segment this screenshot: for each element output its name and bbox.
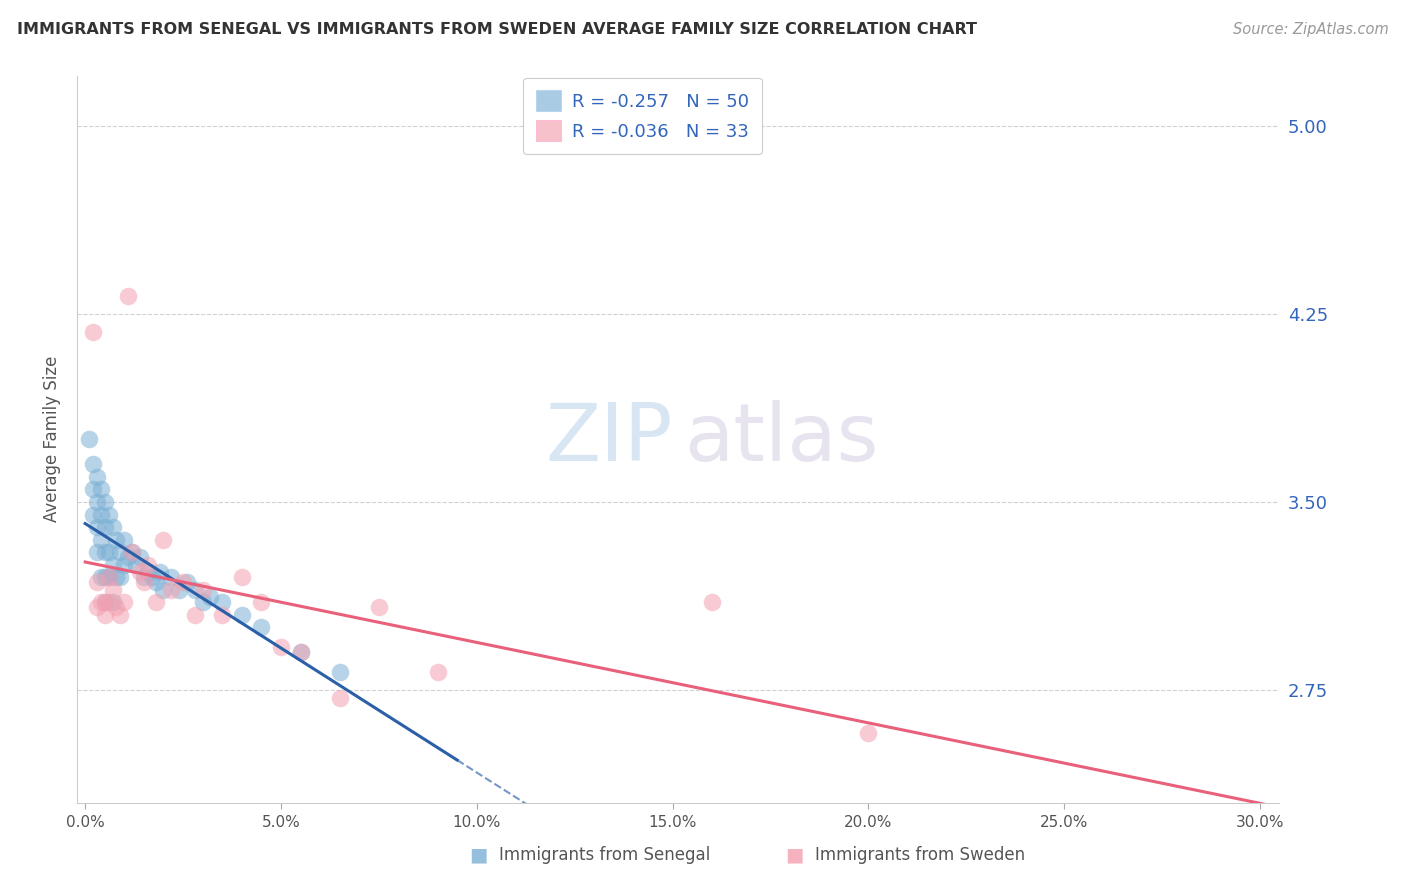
Point <box>97 570 120 584</box>
Point <box>110 545 132 559</box>
Point <box>136 558 159 572</box>
Point <box>97 570 120 584</box>
Point <box>290 645 312 659</box>
Point <box>112 558 135 572</box>
Point <box>105 570 128 584</box>
Point <box>160 570 183 584</box>
Point <box>136 565 159 579</box>
Point <box>270 640 292 655</box>
Point <box>86 600 108 615</box>
Point <box>90 508 112 522</box>
Point <box>148 565 170 579</box>
Point <box>141 570 163 584</box>
Text: ■: ■ <box>785 845 804 864</box>
Legend: R = -0.257   N = 50, R = -0.036   N = 33: R = -0.257 N = 50, R = -0.036 N = 33 <box>523 78 762 153</box>
Point <box>93 545 115 559</box>
Point <box>167 582 190 597</box>
Point <box>93 607 115 622</box>
Point <box>86 470 108 484</box>
Point <box>112 595 135 609</box>
Point <box>117 550 139 565</box>
Point <box>700 595 723 609</box>
Point <box>77 432 100 446</box>
Point <box>129 550 152 565</box>
Point <box>86 495 108 509</box>
Point <box>86 520 108 534</box>
Point <box>211 607 233 622</box>
Text: ZIP: ZIP <box>546 401 672 478</box>
Point <box>93 595 115 609</box>
Point <box>367 600 389 615</box>
Point <box>110 607 132 622</box>
Point <box>90 483 112 497</box>
Text: Source: ZipAtlas.com: Source: ZipAtlas.com <box>1233 22 1389 37</box>
Point <box>86 575 108 590</box>
Point <box>172 575 194 590</box>
Point <box>152 533 174 547</box>
Point <box>145 595 167 609</box>
Point <box>90 533 112 547</box>
Point <box>129 565 152 579</box>
Point <box>90 595 112 609</box>
Point <box>97 545 120 559</box>
Point <box>105 600 128 615</box>
Point <box>112 533 135 547</box>
Point <box>101 520 124 534</box>
Y-axis label: Average Family Size: Average Family Size <box>44 356 62 523</box>
Point <box>329 665 352 680</box>
Point <box>231 607 253 622</box>
Text: IMMIGRANTS FROM SENEGAL VS IMMIGRANTS FROM SWEDEN AVERAGE FAMILY SIZE CORRELATIO: IMMIGRANTS FROM SENEGAL VS IMMIGRANTS FR… <box>17 22 977 37</box>
Text: ■: ■ <box>468 845 488 864</box>
Text: atlas: atlas <box>685 401 879 478</box>
Point <box>82 483 104 497</box>
Point <box>105 533 128 547</box>
Point <box>290 645 312 659</box>
Point <box>145 575 167 590</box>
Point <box>329 690 352 705</box>
Point <box>82 458 104 472</box>
Point <box>858 725 880 739</box>
Point <box>97 595 120 609</box>
Point <box>176 575 198 590</box>
Point <box>132 570 155 584</box>
Point <box>200 591 222 605</box>
Point <box>191 582 214 597</box>
Point <box>117 289 139 303</box>
Point <box>231 570 253 584</box>
Point <box>93 495 115 509</box>
Text: Immigrants from Sweden: Immigrants from Sweden <box>815 846 1025 863</box>
Point <box>101 582 124 597</box>
Point <box>93 520 115 534</box>
Point <box>121 545 143 559</box>
Point <box>101 558 124 572</box>
Point <box>97 508 120 522</box>
Point <box>152 582 174 597</box>
Point <box>82 508 104 522</box>
Point <box>93 595 115 609</box>
Point <box>191 595 214 609</box>
Point <box>121 545 143 559</box>
Point <box>211 595 233 609</box>
Text: Immigrants from Senegal: Immigrants from Senegal <box>499 846 710 863</box>
Point <box>101 595 124 609</box>
Point <box>125 558 148 572</box>
Point <box>250 595 273 609</box>
Point <box>90 570 112 584</box>
Point <box>184 582 207 597</box>
Point <box>110 570 132 584</box>
Point <box>82 325 104 339</box>
Point <box>184 607 207 622</box>
Point <box>132 575 155 590</box>
Point <box>426 665 449 680</box>
Point <box>93 570 115 584</box>
Point <box>86 545 108 559</box>
Point <box>160 582 183 597</box>
Point <box>250 620 273 634</box>
